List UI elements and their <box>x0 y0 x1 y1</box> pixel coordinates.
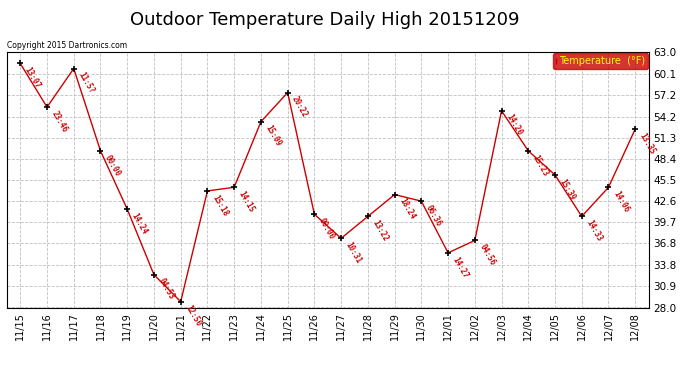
Text: 04:53: 04:53 <box>157 277 176 302</box>
Text: 14:27: 14:27 <box>451 255 470 280</box>
Text: 06:36: 06:36 <box>424 203 444 228</box>
Text: 12:50: 12:50 <box>184 304 203 328</box>
Text: 10:31: 10:31 <box>344 240 363 265</box>
Text: 15:39: 15:39 <box>558 177 577 202</box>
Text: 15:23: 15:23 <box>531 153 551 178</box>
Text: 11:5?: 11:5? <box>77 71 96 95</box>
Text: 14:06: 14:06 <box>611 189 631 214</box>
Text: 14:20: 14:20 <box>504 113 524 138</box>
Text: 14:15: 14:15 <box>237 189 256 214</box>
Legend: Temperature  (°F): Temperature (°F) <box>553 54 648 69</box>
Text: 14:24: 14:24 <box>130 211 149 236</box>
Text: 13:22: 13:22 <box>371 219 390 243</box>
Text: 14:33: 14:33 <box>584 219 604 243</box>
Text: 15:18: 15:18 <box>210 193 230 217</box>
Text: 18:24: 18:24 <box>397 197 417 221</box>
Text: 04:56: 04:56 <box>477 243 497 267</box>
Text: 13:35: 13:35 <box>638 131 658 156</box>
Text: 13:07: 13:07 <box>23 66 42 90</box>
Text: Outdoor Temperature Daily High 20151209: Outdoor Temperature Daily High 20151209 <box>130 11 519 29</box>
Text: 00:00: 00:00 <box>317 216 337 241</box>
Text: 23:46: 23:46 <box>50 110 69 134</box>
Text: Copyright 2015 Dartronics.com: Copyright 2015 Dartronics.com <box>7 41 127 50</box>
Text: 15:09: 15:09 <box>264 124 283 148</box>
Text: 20:22: 20:22 <box>290 95 310 119</box>
Text: 00:00: 00:00 <box>104 153 123 178</box>
